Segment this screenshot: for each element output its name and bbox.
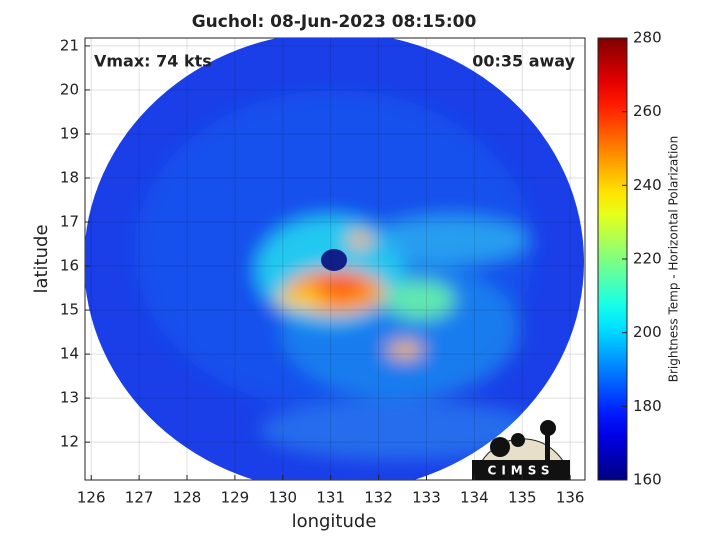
chart-title: Guchol: 08-Jun-2023 08:15:00 [192,12,477,32]
y-tick-label: 18 [60,168,79,186]
annotation: 00:35 away [472,52,575,71]
colorbar-tick-label: 280 [633,29,662,47]
colorbar-tick-label: 240 [633,176,662,194]
x-tick-label: 131 [316,489,345,507]
x-tick-label: 130 [268,489,297,507]
y-tick-label: 15 [60,301,79,319]
annotation: Vmax: 74 kts [94,52,212,71]
colorbar-tick-label: 220 [633,250,662,268]
satellite-image [85,38,584,480]
y-axis-label: latitude [31,224,52,293]
y-tick-label: 16 [60,257,79,275]
logo: CIMSS [472,420,571,481]
x-tick-label: 135 [508,489,537,507]
colorbar-tick-label: 200 [633,323,662,341]
colorbar-tick-label: 180 [633,397,662,415]
y-tick-label: 17 [60,213,79,231]
y-tick-label: 14 [60,345,79,363]
y-tick-label: 13 [60,389,79,407]
colorbar-label: Brightness Temp - Horizontal Polarizatio… [667,136,681,383]
x-tick-label: 126 [77,489,106,507]
x-axis-label: longitude [292,511,377,532]
y-tick-label: 20 [60,80,79,98]
x-tick-label: 129 [221,489,250,507]
colorbar-tick-label: 260 [633,102,662,120]
x-tick-label: 127 [125,489,154,507]
y-tick-label: 19 [60,124,79,142]
x-tick-label: 134 [460,489,489,507]
x-tick-label: 128 [173,489,202,507]
x-tick-label: 136 [556,489,585,507]
logo-text: CIMSS [488,464,555,478]
y-tick-label: 12 [60,433,79,451]
colorbar-tick-label: 160 [633,471,662,489]
x-tick-label: 132 [364,489,393,507]
x-tick-label: 133 [412,489,441,507]
y-tick-label: 21 [60,36,79,54]
